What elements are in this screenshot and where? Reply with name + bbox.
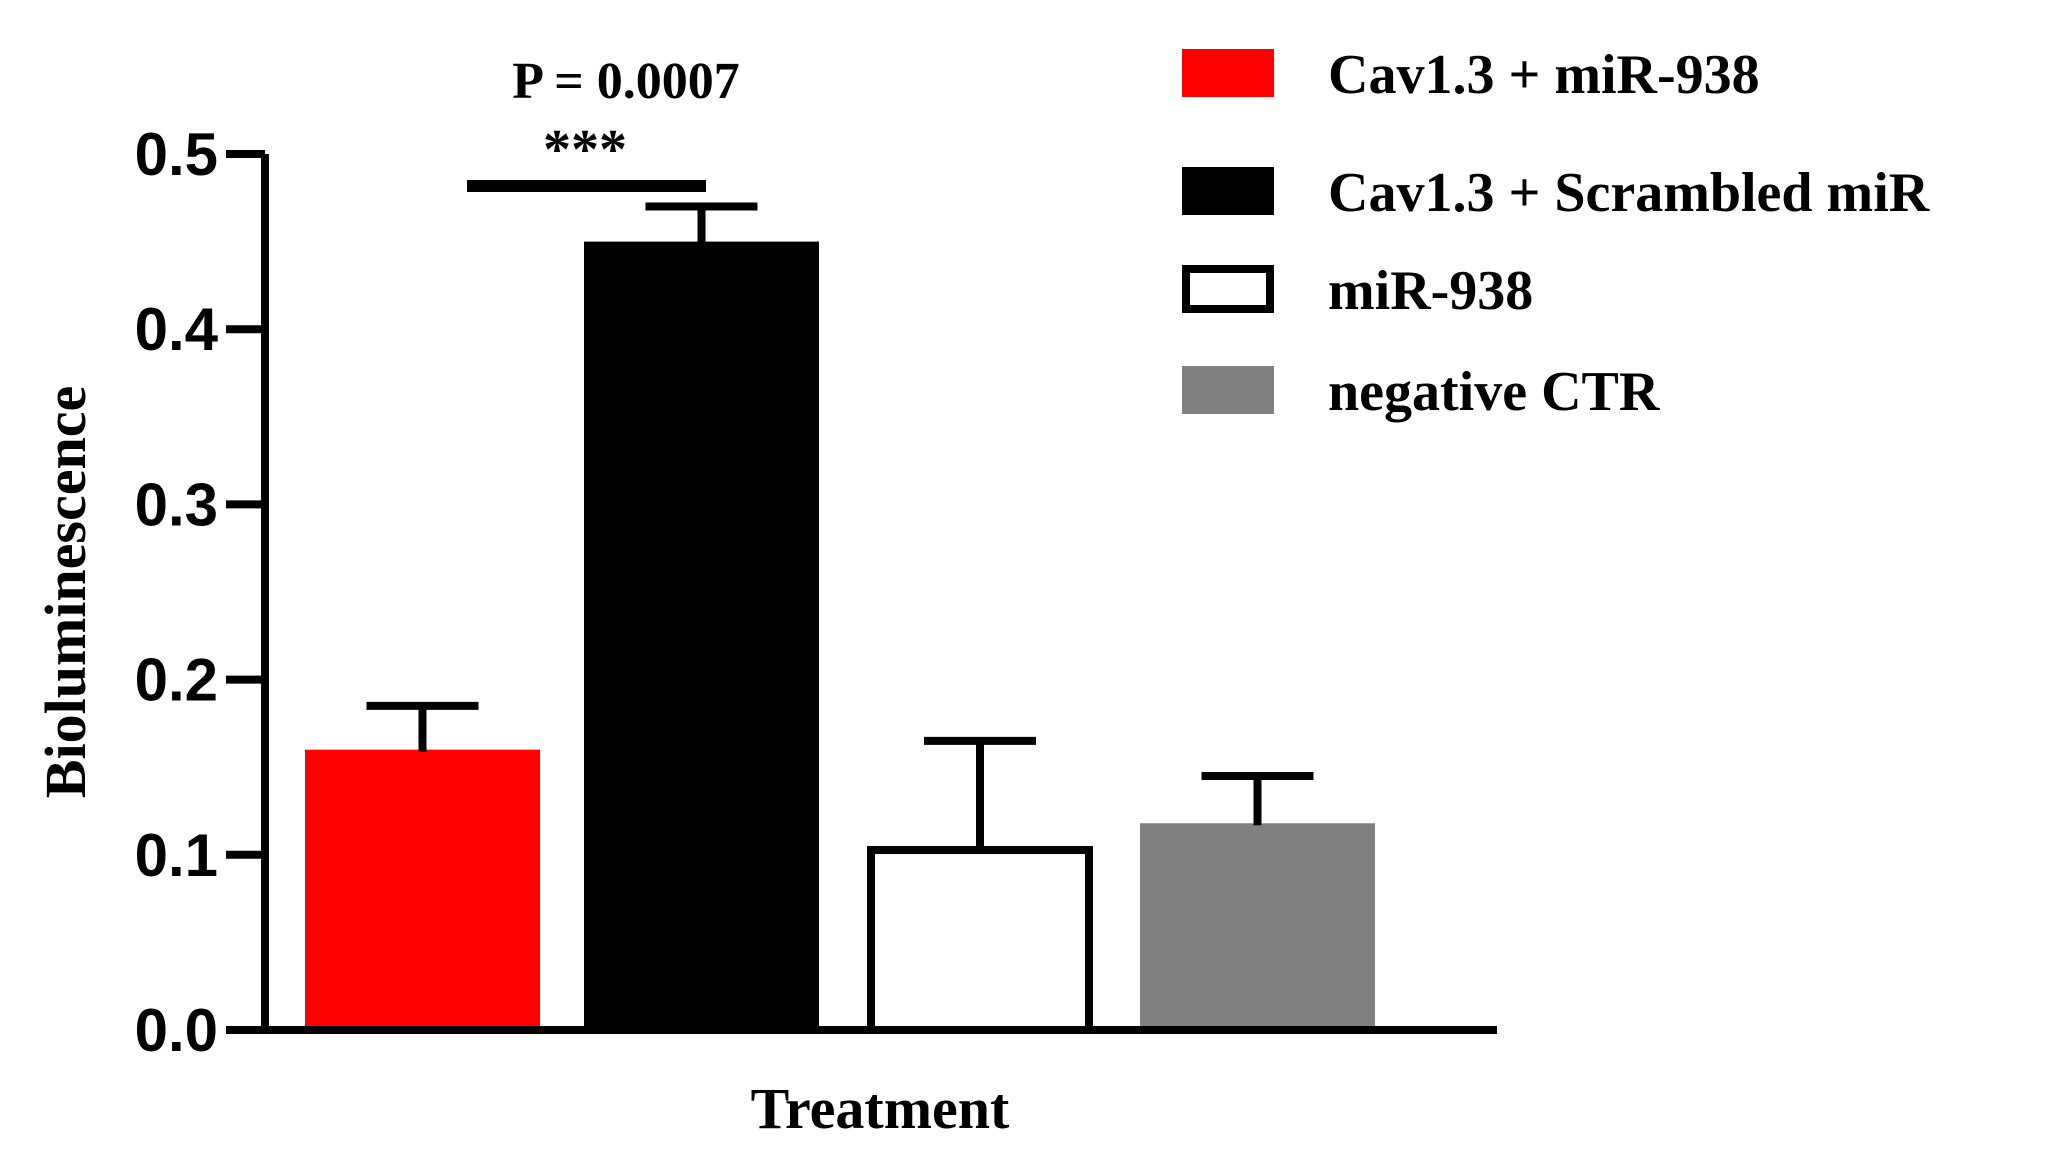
legend: Cav1.3 + miR-938 Cav1.3 + Scrambled miR mi… — [1182, 44, 1930, 423]
error-bars-layer — [366, 202, 1314, 847]
bar-3 — [867, 846, 1093, 1034]
bars-layer — [305, 241, 1375, 1034]
y-axis-title: Bioluminescence — [33, 386, 98, 798]
y-tick-label-1: 0.1 — [135, 822, 218, 889]
bar-1 — [305, 749, 540, 1030]
legend-swatch-3 — [1182, 265, 1274, 313]
y-tick-label-5: 0.5 — [135, 121, 218, 188]
y-tick-label-3: 0.3 — [135, 471, 218, 538]
significance-stars: *** — [543, 119, 627, 181]
p-value-label: P = 0.0007 — [512, 53, 740, 110]
y-ticks-layer: 0.0 0.1 0.2 0.3 0.4 0.5 — [135, 121, 265, 1064]
legend-label-2: Cav1.3 + Scrambled miR — [1328, 162, 1930, 224]
bar-4 — [1140, 823, 1375, 1030]
x-axis-title: Treatment — [751, 1076, 1010, 1141]
bar-2 — [584, 241, 819, 1031]
y-tick-label-2: 0.2 — [135, 647, 218, 714]
legend-label-1: Cav1.3 + miR-938 — [1328, 44, 1760, 106]
legend-swatch-1 — [1182, 49, 1274, 97]
legend-label-3: miR-938 — [1328, 260, 1533, 322]
y-tick-label-0: 0.0 — [135, 997, 218, 1064]
legend-swatch-4 — [1182, 366, 1274, 414]
y-tick-label-4: 0.4 — [135, 296, 219, 363]
legend-label-4: negative CTR — [1328, 361, 1660, 423]
legend-swatch-2 — [1182, 167, 1274, 215]
